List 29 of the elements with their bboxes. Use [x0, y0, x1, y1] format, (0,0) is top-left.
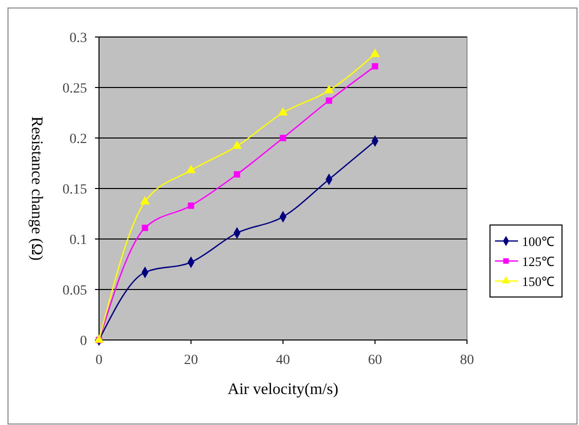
x-tick-label: 40 [276, 353, 290, 368]
legend-label: 125℃ [522, 254, 554, 269]
x-tick-label: 20 [184, 353, 198, 368]
x-tick-label: 80 [460, 353, 474, 368]
point [326, 97, 332, 104]
y-axis-title: Resistance change (Ω) [28, 116, 45, 261]
x-tick-label: 0 [96, 353, 102, 368]
y-tick-label: 0.1 [70, 233, 87, 248]
point [278, 107, 288, 116]
point [188, 202, 194, 209]
x-tick-label: 60 [368, 353, 382, 368]
point [324, 84, 334, 94]
point [372, 63, 378, 70]
point [140, 196, 150, 204]
legend-label: 150℃ [522, 274, 554, 289]
legend-label: 100℃ [522, 234, 554, 249]
point [234, 171, 240, 178]
y-tick-label: 0.15 [62, 182, 87, 198]
point [186, 164, 196, 174]
point [232, 140, 242, 149]
point [280, 134, 286, 142]
x-axis-title: Air velocity(m/s) [228, 381, 338, 398]
y-tick-label: 0 [80, 334, 87, 349]
y-tick-label: 0.05 [62, 284, 87, 298]
point [142, 224, 148, 232]
y-tick-label: 0.2 [70, 132, 87, 147]
point [370, 48, 380, 57]
y-tick-label: 0.25 [62, 82, 87, 96]
y-tick-label: 0.3 [70, 31, 87, 46]
